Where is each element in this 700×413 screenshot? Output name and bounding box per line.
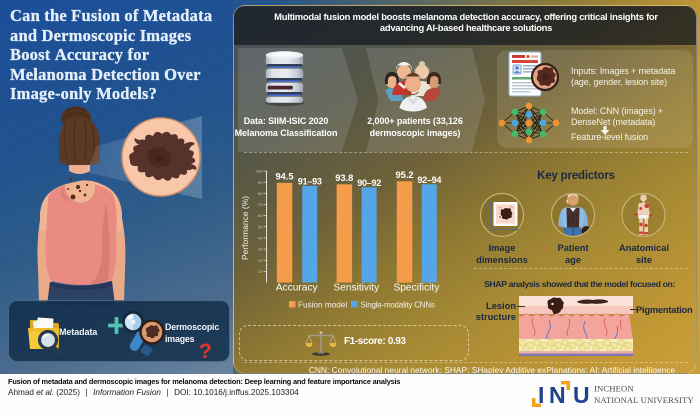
svg-text:92–94: 92–94 bbox=[417, 175, 442, 185]
svg-text:Specificity: Specificity bbox=[393, 283, 440, 294]
svg-text:70: 70 bbox=[258, 202, 263, 207]
svg-text:N: N bbox=[549, 382, 566, 408]
svg-text:90–92: 90–92 bbox=[357, 178, 381, 188]
svg-text:95.2: 95.2 bbox=[395, 170, 413, 180]
svg-text:90: 90 bbox=[258, 180, 263, 185]
svg-text:I: I bbox=[538, 382, 544, 408]
svg-text:NATIONAL UNIVERSITY: NATIONAL UNIVERSITY bbox=[594, 395, 694, 405]
svg-text:91–93: 91–93 bbox=[298, 177, 322, 187]
svg-text:40: 40 bbox=[258, 236, 263, 241]
svg-text:50: 50 bbox=[258, 224, 263, 229]
svg-text:80: 80 bbox=[258, 191, 263, 196]
svg-text:Sensitivity: Sensitivity bbox=[333, 283, 380, 294]
svg-text:Accuracy: Accuracy bbox=[276, 283, 319, 294]
svg-text:30: 30 bbox=[258, 247, 263, 252]
svg-text:U: U bbox=[573, 382, 590, 408]
svg-text:94.5: 94.5 bbox=[275, 172, 293, 182]
svg-text:Single-modality CNNs: Single-modality CNNs bbox=[361, 301, 435, 310]
svg-text:Performance (%): Performance (%) bbox=[240, 196, 250, 260]
svg-text:20: 20 bbox=[258, 258, 263, 263]
svg-text:Fusion model: Fusion model bbox=[298, 301, 347, 310]
svg-text:93.8: 93.8 bbox=[335, 173, 353, 183]
svg-text:60: 60 bbox=[258, 213, 263, 218]
svg-text:10: 10 bbox=[258, 269, 263, 274]
svg-text:INCHEON: INCHEON bbox=[594, 384, 634, 394]
svg-text:100: 100 bbox=[256, 169, 263, 174]
